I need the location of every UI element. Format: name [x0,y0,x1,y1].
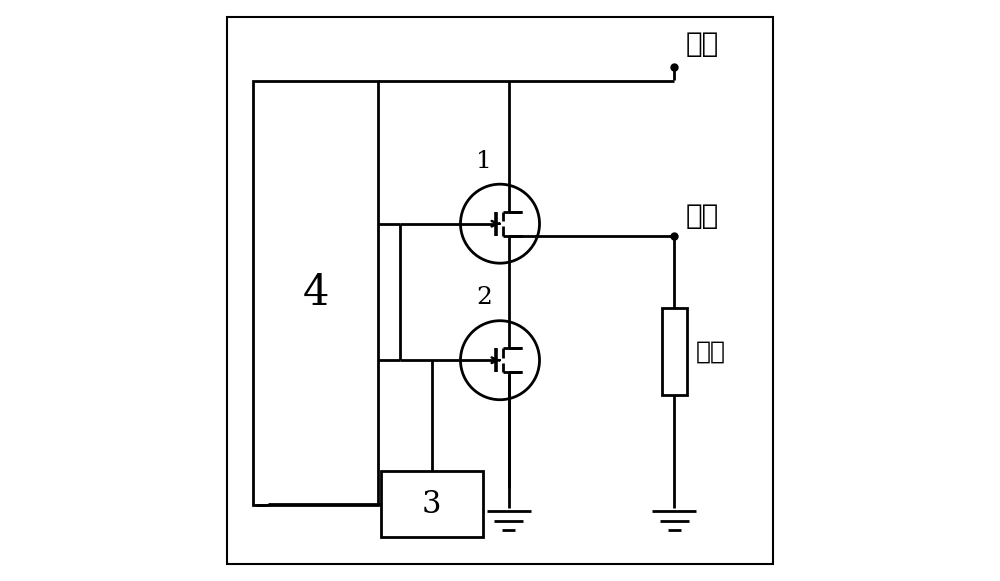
Text: 输入: 输入 [686,30,719,58]
Text: 1: 1 [476,149,492,173]
Bar [662,308,687,395]
Bar [253,81,378,505]
Text: 4: 4 [302,272,329,314]
Text: 输出: 输出 [686,202,719,229]
Text: 3: 3 [422,489,441,519]
Text: 负载: 负载 [696,339,726,364]
Text: 2: 2 [476,286,492,309]
Bar [381,471,483,537]
